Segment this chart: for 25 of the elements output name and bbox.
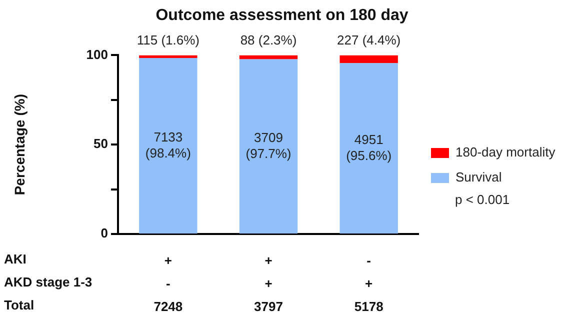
legend-label: Survival: [456, 170, 502, 185]
text: AKD stage 1-3: [4, 274, 92, 290]
bar: [340, 63, 398, 234]
legend-label: 180-day mortality: [456, 144, 556, 160]
bar: [239, 59, 298, 234]
data-label: 227 (4.4%): [337, 32, 401, 48]
chart-title: Outcome assessment on 180 day: [156, 7, 408, 24]
x-tick-label: - + 5178: [354, 253, 384, 314]
y-axis-title: Percentage (%): [11, 94, 28, 196]
x-tick-label: + + 3797: [254, 253, 283, 314]
bar: [239, 55, 298, 60]
data-label: 4951 (95.6%): [346, 132, 392, 163]
text: p < 0.001: [455, 192, 510, 208]
bar: [340, 55, 398, 64]
x-tick-label: + - 7248: [154, 253, 183, 314]
data-label: 3709 (97.7%): [246, 130, 292, 161]
bar: [139, 58, 198, 234]
y-tick-label: 100: [86, 46, 108, 62]
data-label: 115 (1.6%): [136, 32, 200, 48]
data-label: 7133 (98.4%): [145, 129, 191, 160]
y-tick-label: 50: [94, 136, 108, 152]
data-label: 88 (2.3%): [240, 32, 297, 48]
text: Total: [4, 298, 34, 313]
y-tick-label: 0: [100, 226, 108, 241]
text: AKI: [4, 252, 26, 267]
